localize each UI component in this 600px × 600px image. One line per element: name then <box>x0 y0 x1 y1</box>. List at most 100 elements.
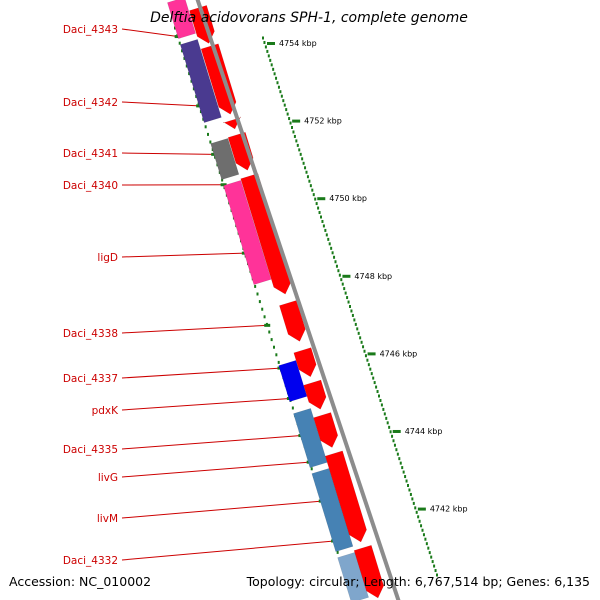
track-dot <box>357 331 360 335</box>
track-dot <box>299 152 302 156</box>
track-dot <box>353 318 356 322</box>
genome-title: Delftia acidovorans SPH-1, complete geno… <box>150 10 468 26</box>
gene-label: pdxK <box>92 405 120 417</box>
track-dot <box>305 170 308 174</box>
label-leader <box>121 152 215 155</box>
inner-track-dot <box>174 26 176 30</box>
reverse-gene-block <box>278 360 308 402</box>
reverse-gene-block <box>167 0 196 39</box>
scale-tick-label: 4748 kbp <box>354 272 392 281</box>
scale-tick <box>417 507 426 511</box>
label-leader <box>121 28 178 38</box>
scale-tick <box>392 429 401 433</box>
track-dot <box>266 49 269 53</box>
track-dot <box>280 94 283 98</box>
track-dot <box>360 340 363 344</box>
forward-gene-arrow <box>279 300 306 342</box>
track-dot <box>333 255 336 259</box>
track-dot <box>431 560 434 564</box>
track-dot <box>276 81 279 85</box>
inner-track-tick <box>264 323 271 327</box>
track-dot <box>309 184 312 188</box>
gene-label: livG <box>98 472 118 484</box>
gene-label: Daci_4332 <box>63 555 118 567</box>
inner-track-dot <box>256 292 259 296</box>
track-dot <box>372 376 375 380</box>
track-dot <box>262 36 264 40</box>
track-dot <box>343 287 346 291</box>
track-dot <box>383 412 386 416</box>
reverse-strand-genes <box>167 0 369 600</box>
track-dot <box>314 197 317 201</box>
forward-gene-arrow <box>324 450 367 543</box>
track-dot <box>356 327 359 331</box>
track-dot <box>350 309 353 313</box>
track-dot <box>295 139 298 143</box>
inner-track-dot <box>277 360 280 364</box>
inner-track-dot <box>204 125 207 129</box>
label-leader <box>121 435 302 450</box>
track-dot <box>401 466 404 470</box>
inner-track-tick <box>174 35 181 39</box>
label-leader <box>121 252 245 258</box>
track-dot <box>270 63 273 67</box>
label-leader <box>121 540 335 561</box>
forward-strand-genes <box>189 5 384 599</box>
inner-track-dot <box>188 72 191 76</box>
track-dot <box>331 251 334 255</box>
track-dot <box>330 246 333 250</box>
track-dot <box>291 126 293 129</box>
track-dot <box>388 425 391 429</box>
track-dot <box>421 528 424 532</box>
track-dot <box>347 300 350 304</box>
outer-dot-track <box>262 36 438 577</box>
inner-track-dot <box>181 49 184 53</box>
track-dot <box>425 542 428 546</box>
track-dot <box>405 479 408 483</box>
gene-label: Daci_4338 <box>63 328 118 340</box>
scale-tick <box>342 274 351 278</box>
track-dot <box>436 573 438 577</box>
track-dot <box>311 188 314 192</box>
inner-track-dot <box>270 338 273 342</box>
scale-tick <box>317 197 326 201</box>
track-dot <box>341 282 344 286</box>
track-dot <box>415 510 418 514</box>
track-dot <box>267 54 270 58</box>
track-dot <box>378 394 380 398</box>
track-dot <box>373 381 376 385</box>
scale-tick-label: 4744 kbp <box>405 427 443 436</box>
track-dot <box>376 390 379 394</box>
scale-tick-label: 4754 kbp <box>279 39 317 48</box>
inner-track-dot <box>336 550 339 554</box>
gene-label: Daci_4341 <box>63 148 118 160</box>
track-dot <box>362 345 365 349</box>
track-dot <box>327 237 330 241</box>
track-dot <box>312 193 315 197</box>
forward-gene-arrow <box>200 43 237 115</box>
track-dot <box>308 179 311 183</box>
label-leader <box>121 500 322 519</box>
track-dot <box>409 492 412 496</box>
inner-track-tick <box>220 183 227 187</box>
inner-track-dot <box>178 41 181 45</box>
scale-tick <box>267 42 275 45</box>
track-dot <box>346 296 349 300</box>
track-dot <box>324 228 327 232</box>
track-dot <box>369 367 372 371</box>
track-dot <box>392 439 395 443</box>
track-dot <box>344 291 347 295</box>
track-dot <box>424 537 427 541</box>
track-dot <box>399 461 402 465</box>
track-dot <box>283 103 286 107</box>
track-dot <box>321 219 324 223</box>
track-dot <box>301 157 304 161</box>
track-dot <box>349 305 351 308</box>
track-dot <box>428 551 431 555</box>
gene-label: livM <box>97 513 118 525</box>
track-dot <box>288 117 291 121</box>
track-dot <box>379 398 382 402</box>
gene-label: ligD <box>97 252 118 264</box>
track-dot <box>318 211 321 215</box>
track-dot <box>351 313 354 317</box>
